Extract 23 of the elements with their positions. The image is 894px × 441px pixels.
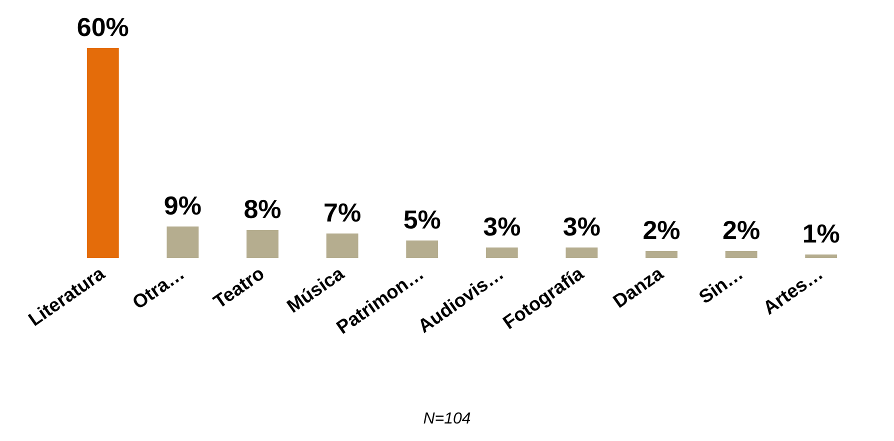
data-label: 8% — [244, 194, 282, 224]
data-label: 1% — [802, 218, 840, 248]
bar — [566, 248, 598, 258]
bar — [646, 251, 678, 258]
bar — [486, 248, 518, 258]
x-tick-label: Sin… — [696, 263, 748, 308]
data-label: 5% — [403, 204, 441, 234]
text: N=104 — [423, 410, 471, 428]
bar — [166, 226, 199, 258]
bar — [326, 234, 358, 258]
data-label: 2% — [642, 215, 680, 245]
data-label: 3% — [562, 212, 600, 242]
x-tick-label: Otra… — [129, 263, 189, 314]
data-label: 7% — [324, 198, 362, 228]
data-label: 60% — [76, 12, 129, 42]
bar — [406, 240, 438, 258]
data-label: 2% — [722, 215, 760, 245]
data-label: 9% — [164, 190, 202, 220]
data-label: 3% — [483, 212, 521, 242]
bar — [805, 254, 838, 258]
bar — [246, 230, 278, 258]
bar — [725, 251, 758, 258]
bar — [86, 48, 119, 258]
